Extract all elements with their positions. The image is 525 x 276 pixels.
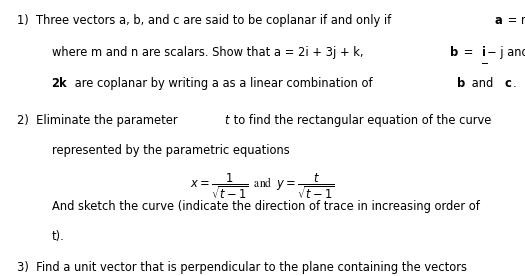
Text: a: a	[495, 14, 502, 26]
Text: =: =	[460, 46, 477, 59]
Text: and: and	[468, 77, 497, 90]
Text: $x = \dfrac{1}{\sqrt{t-1}}$  and  $y = \dfrac{t}{\sqrt{t-1}}$: $x = \dfrac{1}{\sqrt{t-1}}$ and $y = \df…	[190, 172, 335, 201]
Text: − j and c = 7i + 3j +: − j and c = 7i + 3j +	[487, 46, 525, 59]
Text: are coplanar by writing a as a linear combination of: are coplanar by writing a as a linear co…	[71, 77, 376, 90]
Text: 3)  Find a unit vector that is perpendicular to the plane containing the vectors: 3) Find a unit vector that is perpendicu…	[17, 261, 467, 274]
Text: to find the rectangular equation of the curve: to find the rectangular equation of the …	[230, 114, 491, 127]
Text: where m and n are scalars. Show that a = 2i + 3j + k,: where m and n are scalars. Show that a =…	[51, 46, 366, 59]
Text: b: b	[450, 46, 458, 59]
Text: 2k: 2k	[51, 77, 67, 90]
Text: And sketch the curve (indicate the direction of trace in increasing order of: And sketch the curve (indicate the direc…	[51, 200, 479, 213]
Text: i: i	[482, 46, 486, 59]
Text: .: .	[513, 77, 517, 90]
Text: c: c	[504, 77, 511, 90]
Text: t: t	[224, 114, 229, 127]
Text: b: b	[457, 77, 466, 90]
Text: 1)  Three vectors a, b, and c are said to be coplanar if and only if: 1) Three vectors a, b, and c are said to…	[17, 14, 394, 26]
Text: = mb + n: = mb + n	[504, 14, 525, 26]
Text: t).: t).	[51, 230, 64, 243]
Text: 2)  Eliminate the parameter: 2) Eliminate the parameter	[17, 114, 181, 127]
Text: represented by the parametric equations: represented by the parametric equations	[51, 144, 289, 157]
